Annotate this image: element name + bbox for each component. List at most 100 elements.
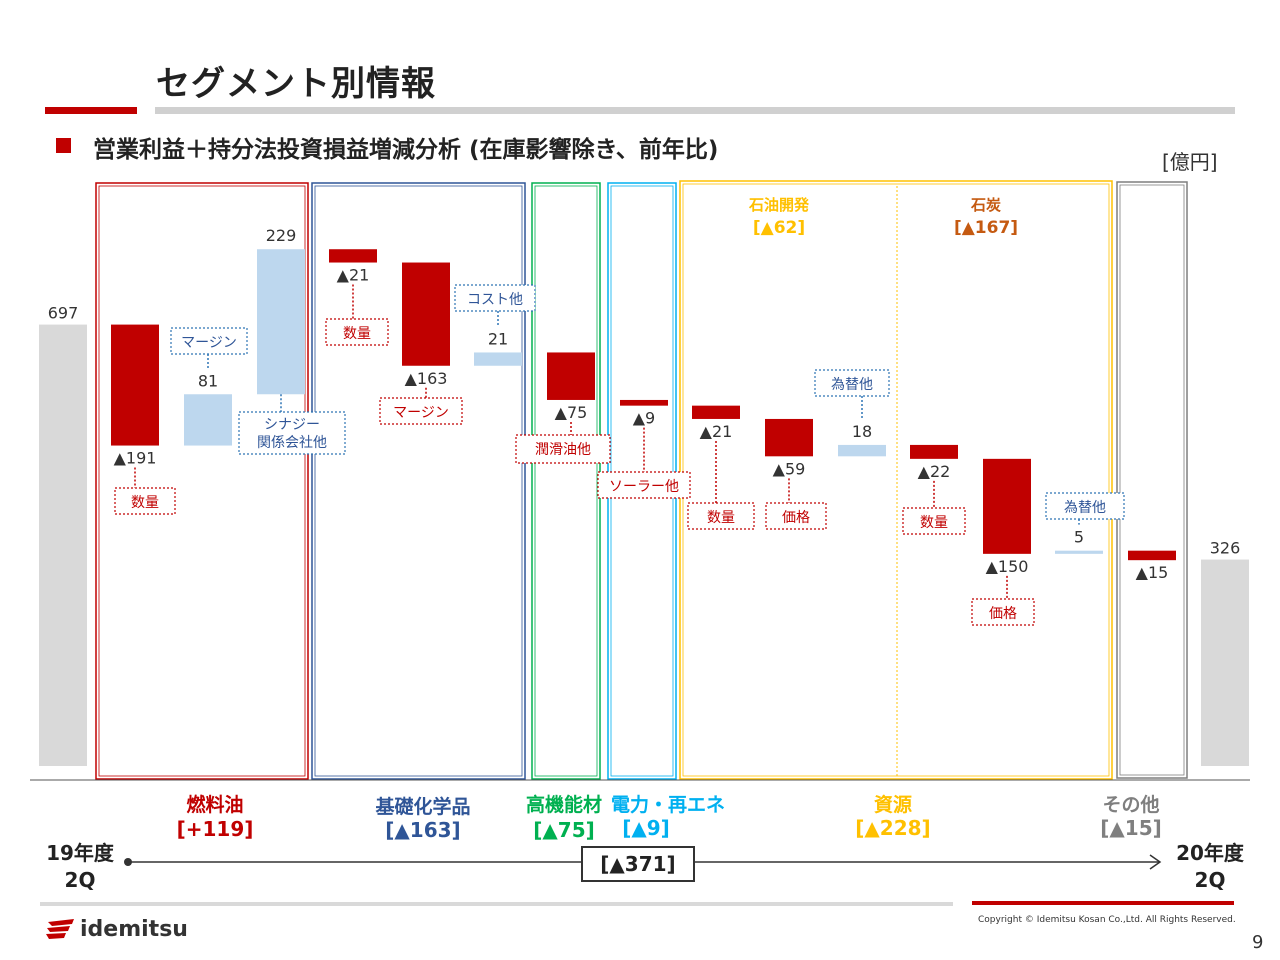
category-callout-label: 数量 [920, 515, 948, 531]
bar-start [39, 324, 87, 766]
segment-total-functional-materials: [▲75] [533, 818, 595, 842]
value-label-step: ▲150 [986, 557, 1029, 576]
category-callout-box [1045, 492, 1125, 520]
category-callout-label: ソーラー他 [609, 479, 679, 495]
title-rule-accent [45, 107, 137, 114]
category-callout-box [971, 598, 1035, 626]
frame-functional-materials-inner [534, 185, 598, 777]
value-label-step: 21 [488, 329, 508, 348]
sub-segment-total: [▲167] [954, 218, 1018, 238]
category-callout-box [515, 434, 611, 464]
value-label-start: 697 [48, 304, 79, 323]
frame-basic-chemicals-inner [314, 185, 523, 777]
segment-total-fuel-oil: [+119] [176, 817, 254, 841]
category-callout-box [325, 318, 389, 346]
frame-resources-inner [682, 183, 1110, 777]
bar-step [1055, 550, 1103, 554]
idemitsu-logo-icon [46, 919, 74, 939]
total-change-box: [▲371] [581, 846, 695, 882]
category-callout-label: 価格 [782, 510, 810, 526]
category-callout-label: 関係会社他 [257, 435, 327, 451]
sub-segment-name: 石炭 [970, 196, 1001, 214]
bar-step [838, 444, 886, 457]
value-label-step: ▲21 [337, 266, 370, 285]
frame-others-inner [1119, 184, 1185, 776]
sub-segment-name: 石油開発 [748, 196, 810, 214]
bar-step [329, 249, 377, 263]
segment-name-fuel-oil: 燃料油 [186, 794, 244, 816]
title-rule [155, 107, 1235, 114]
value-label-step: ▲59 [773, 459, 806, 478]
value-label-step: ▲163 [405, 369, 448, 388]
footer-rule [40, 902, 953, 906]
category-callout-label: 数量 [131, 495, 159, 511]
bar-step [111, 324, 159, 446]
bar-step [547, 352, 595, 400]
bar-step [402, 262, 450, 366]
value-label-step: ▲22 [918, 462, 951, 481]
category-callout-box [114, 487, 176, 515]
category-callout-box [902, 507, 966, 535]
bar-step [692, 405, 740, 419]
frame-resources [679, 180, 1113, 780]
bar-step [765, 418, 813, 457]
segment-total-others: [▲15] [1100, 816, 1162, 840]
value-label-step: 5 [1074, 528, 1084, 547]
chart-subtitle: 営業利益＋持分法投資損益増減分析 (在庫影響除き、前年比) [93, 137, 719, 163]
value-label-step: 229 [266, 226, 297, 245]
sub-segment-total: [▲62] [753, 218, 805, 238]
category-callout-box [814, 369, 890, 397]
bar-end [1201, 559, 1249, 766]
logo-text: idemitsu [80, 917, 188, 942]
unit-label: [億円] [1162, 150, 1218, 174]
start-period-label: 19年度 2Q [46, 841, 114, 892]
frame-functional-materials [531, 182, 601, 780]
category-callout-box [687, 502, 755, 530]
segment-name-functional-materials: 高機能材 [525, 794, 603, 816]
timeline-arrowhead [1149, 854, 1162, 870]
value-label-step: ▲191 [114, 449, 157, 468]
frame-others [1116, 181, 1188, 779]
category-callout-label: 数量 [343, 326, 371, 342]
bar-step [184, 394, 232, 446]
end-period-label: 20年度 2Q [1176, 841, 1244, 892]
page-title: セグメント別情報 [156, 64, 436, 104]
bar-step [1128, 550, 1176, 561]
category-callout-label: コスト他 [467, 292, 523, 308]
segment-total-resources: [▲228] [855, 816, 931, 840]
bullet-square-icon [56, 138, 71, 153]
segment-name-resources: 資源 [873, 794, 913, 816]
copyright: Copyright © Idemitsu Kosan Co.,Ltd. All … [978, 915, 1236, 925]
category-callout-label: マージン [393, 405, 449, 421]
bar-step [620, 399, 668, 406]
frame-fuel-oil-inner [98, 185, 306, 777]
category-callout-box [170, 327, 248, 355]
segment-name-others: その他 [1102, 794, 1160, 816]
category-callout-label: 為替他 [1064, 500, 1106, 516]
bar-step [910, 444, 958, 459]
category-callout-label: マージン [181, 335, 237, 351]
segment-name-basic-chemicals: 基礎化学品 [375, 796, 471, 818]
category-callout-box [454, 284, 536, 312]
category-callout-label: 為替他 [831, 377, 873, 393]
frame-basic-chemicals [311, 182, 526, 780]
value-label-step: ▲15 [1136, 563, 1169, 582]
value-label-step: ▲75 [555, 403, 588, 422]
category-callout-label: 価格 [989, 606, 1017, 622]
value-label-step: 81 [198, 371, 218, 390]
segment-total-power-renewable: [▲9] [622, 816, 670, 840]
value-label-step: ▲9 [633, 409, 655, 428]
category-callout-label: シナジー [264, 417, 320, 433]
value-label-step: ▲21 [700, 422, 733, 441]
page-number: 9 [1252, 932, 1264, 953]
bar-step [257, 249, 305, 395]
value-label-step: 18 [852, 422, 872, 441]
bar-step [983, 458, 1031, 554]
category-callout-box [765, 502, 827, 530]
segment-total-basic-chemicals: [▲163] [385, 818, 461, 842]
segment-name-power-renewable: 電力・再エネ [610, 794, 726, 816]
category-callout-label: 潤滑油他 [535, 441, 591, 458]
category-callout-box [238, 411, 346, 455]
category-callout-label: 数量 [707, 510, 735, 526]
